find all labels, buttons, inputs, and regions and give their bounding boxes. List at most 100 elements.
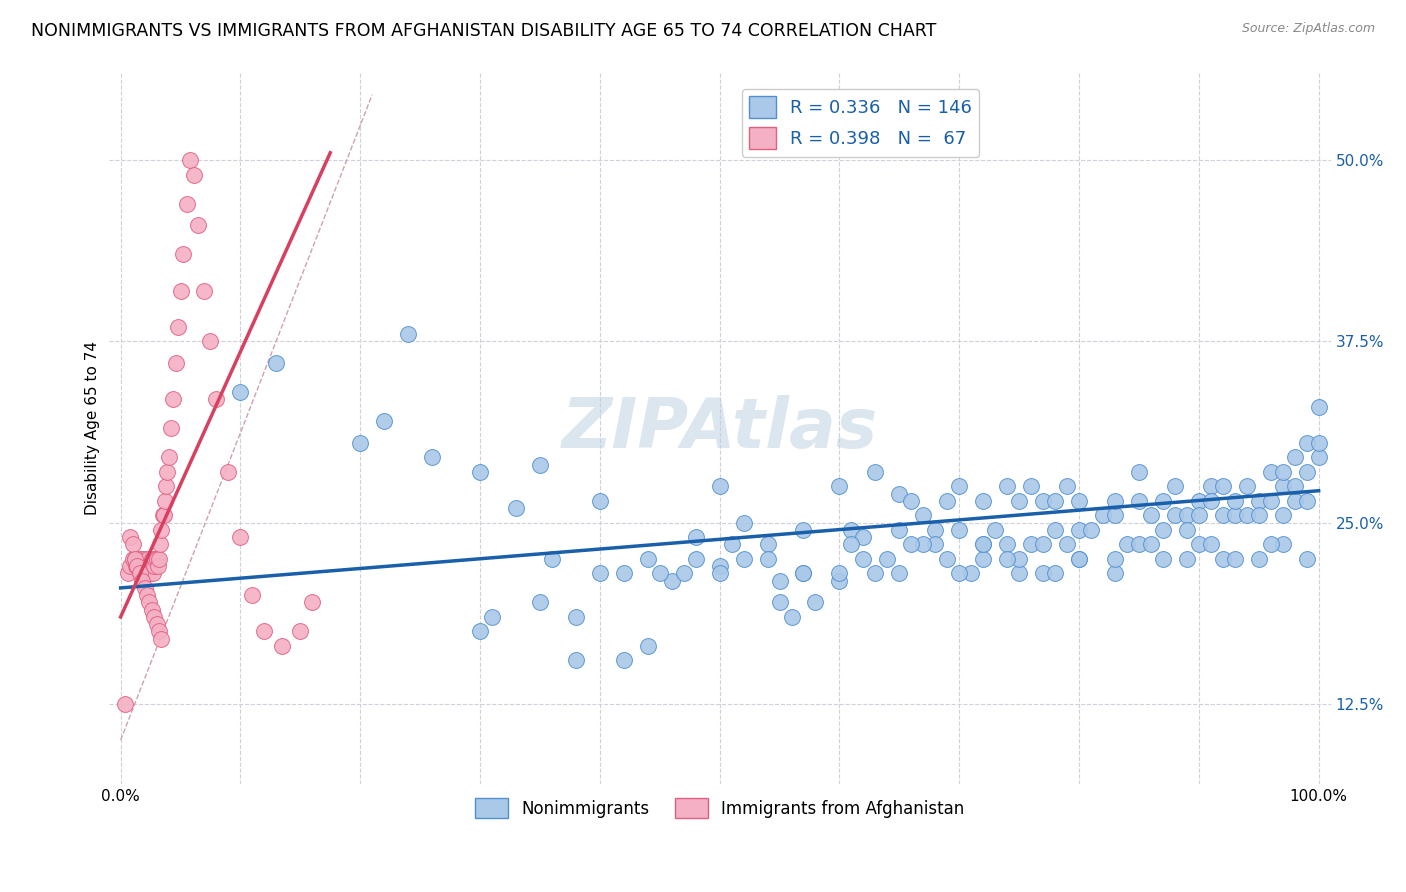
Point [1223, 552, 1246, 566]
Point [156, 465, 179, 479]
Point [128, 566, 150, 581]
Point [900, 494, 922, 508]
Point [1308, 400, 1330, 414]
Point [1271, 479, 1294, 493]
Point [948, 566, 970, 581]
Point [780, 610, 803, 624]
Point [1295, 465, 1317, 479]
Point [136, 552, 159, 566]
Point [1212, 508, 1234, 523]
Point [152, 508, 174, 523]
Point [1067, 552, 1090, 566]
Point [948, 523, 970, 537]
Point [865, 465, 887, 479]
Point [129, 559, 152, 574]
Point [1140, 537, 1163, 551]
Point [121, 552, 143, 566]
Point [1104, 552, 1126, 566]
Point [141, 602, 163, 616]
Point [143, 610, 166, 624]
Point [1104, 566, 1126, 581]
Point [127, 559, 149, 574]
Point [948, 479, 970, 493]
Point [565, 610, 588, 624]
Point [187, 219, 209, 233]
Point [229, 385, 252, 400]
Point [1104, 508, 1126, 523]
Point [150, 632, 173, 646]
Point [672, 566, 695, 581]
Point [143, 559, 166, 574]
Point [1295, 435, 1317, 450]
Point [1212, 552, 1234, 566]
Point [1056, 479, 1078, 493]
Point [217, 465, 239, 479]
Point [1019, 479, 1042, 493]
Point [505, 501, 527, 516]
Y-axis label: Disability Age 65 to 74: Disability Age 65 to 74 [86, 342, 100, 516]
Point [733, 516, 755, 530]
Point [148, 552, 170, 566]
Point [176, 196, 198, 211]
Point [972, 537, 994, 551]
Point [124, 552, 146, 566]
Point [1271, 537, 1294, 551]
Point [565, 653, 588, 667]
Point [685, 552, 707, 566]
Point [1128, 465, 1150, 479]
Point [1295, 494, 1317, 508]
Point [889, 566, 911, 581]
Point [685, 530, 707, 544]
Point [145, 617, 167, 632]
Point [756, 537, 779, 551]
Point [972, 552, 994, 566]
Point [852, 530, 875, 544]
Point [117, 566, 139, 581]
Point [468, 465, 491, 479]
Point [1067, 552, 1090, 566]
Point [155, 479, 177, 493]
Point [128, 566, 150, 581]
Point [889, 486, 911, 500]
Point [134, 552, 156, 566]
Point [995, 537, 1018, 551]
Point [1032, 566, 1054, 581]
Point [1067, 523, 1090, 537]
Point [373, 414, 395, 428]
Point [481, 610, 503, 624]
Point [136, 559, 159, 574]
Point [912, 508, 935, 523]
Point [756, 552, 779, 566]
Point [125, 559, 148, 574]
Text: NONIMMIGRANTS VS IMMIGRANTS FROM AFGHANISTAN DISABILITY AGE 65 TO 74 CORRELATION: NONIMMIGRANTS VS IMMIGRANTS FROM AFGHANI… [31, 22, 936, 40]
Point [266, 356, 288, 370]
Point [1175, 552, 1198, 566]
Point [589, 494, 612, 508]
Point [936, 552, 959, 566]
Point [1284, 450, 1306, 465]
Point [1008, 494, 1031, 508]
Point [136, 588, 159, 602]
Point [1188, 494, 1211, 508]
Point [648, 566, 671, 581]
Point [1199, 537, 1222, 551]
Point [134, 581, 156, 595]
Point [468, 624, 491, 639]
Point [200, 334, 222, 349]
Point [1056, 537, 1078, 551]
Point [1212, 479, 1234, 493]
Point [792, 566, 814, 581]
Point [1175, 523, 1198, 537]
Point [1152, 494, 1174, 508]
Point [143, 552, 166, 566]
Point [529, 458, 551, 472]
Point [1104, 494, 1126, 508]
Point [852, 552, 875, 566]
Point [138, 566, 160, 581]
Point [1271, 508, 1294, 523]
Point [804, 595, 827, 609]
Point [984, 523, 1007, 537]
Point [589, 566, 612, 581]
Point [193, 284, 215, 298]
Point [1247, 494, 1270, 508]
